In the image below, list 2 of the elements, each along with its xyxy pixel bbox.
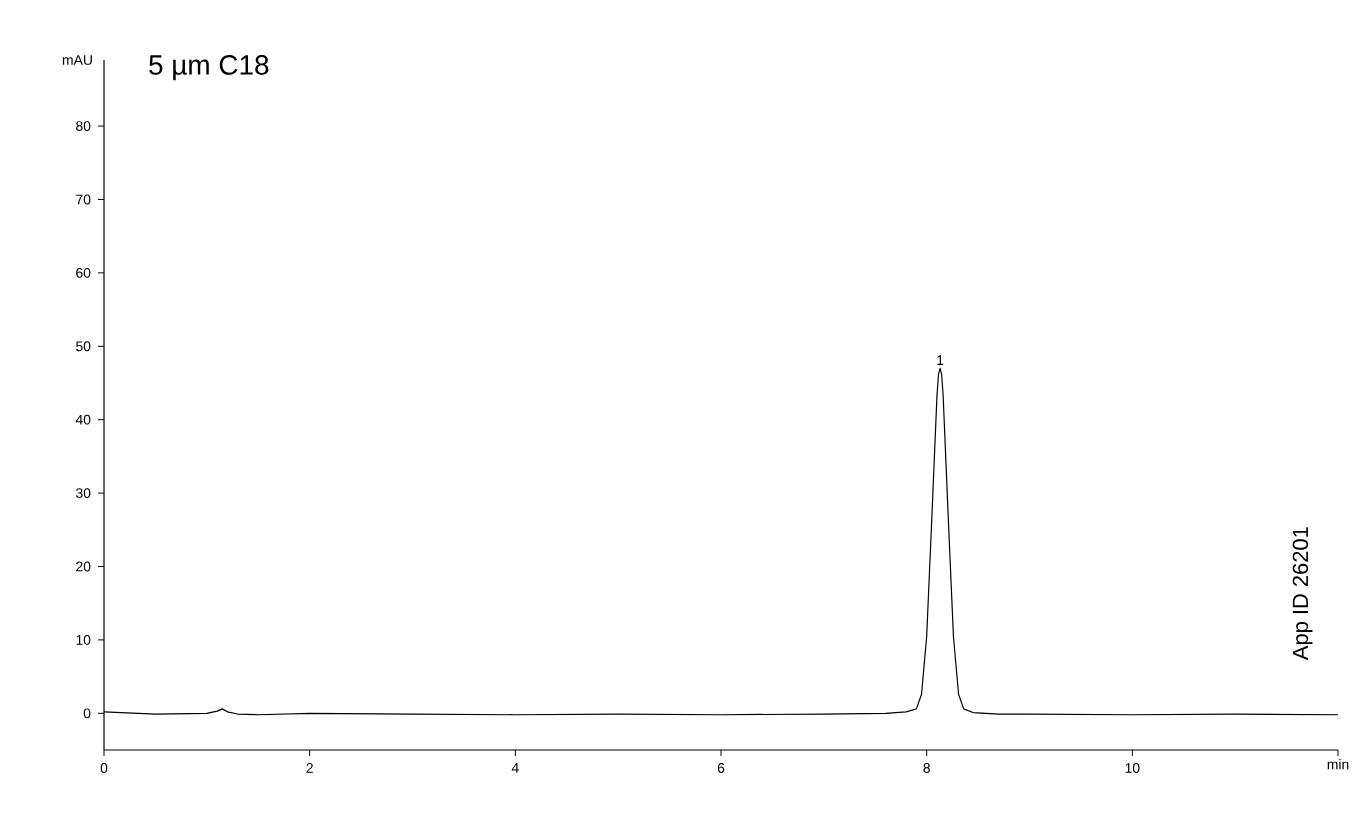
chart-title: 5 µm C18 <box>149 55 269 81</box>
annotation: App ID 26201 <box>1292 527 1313 661</box>
